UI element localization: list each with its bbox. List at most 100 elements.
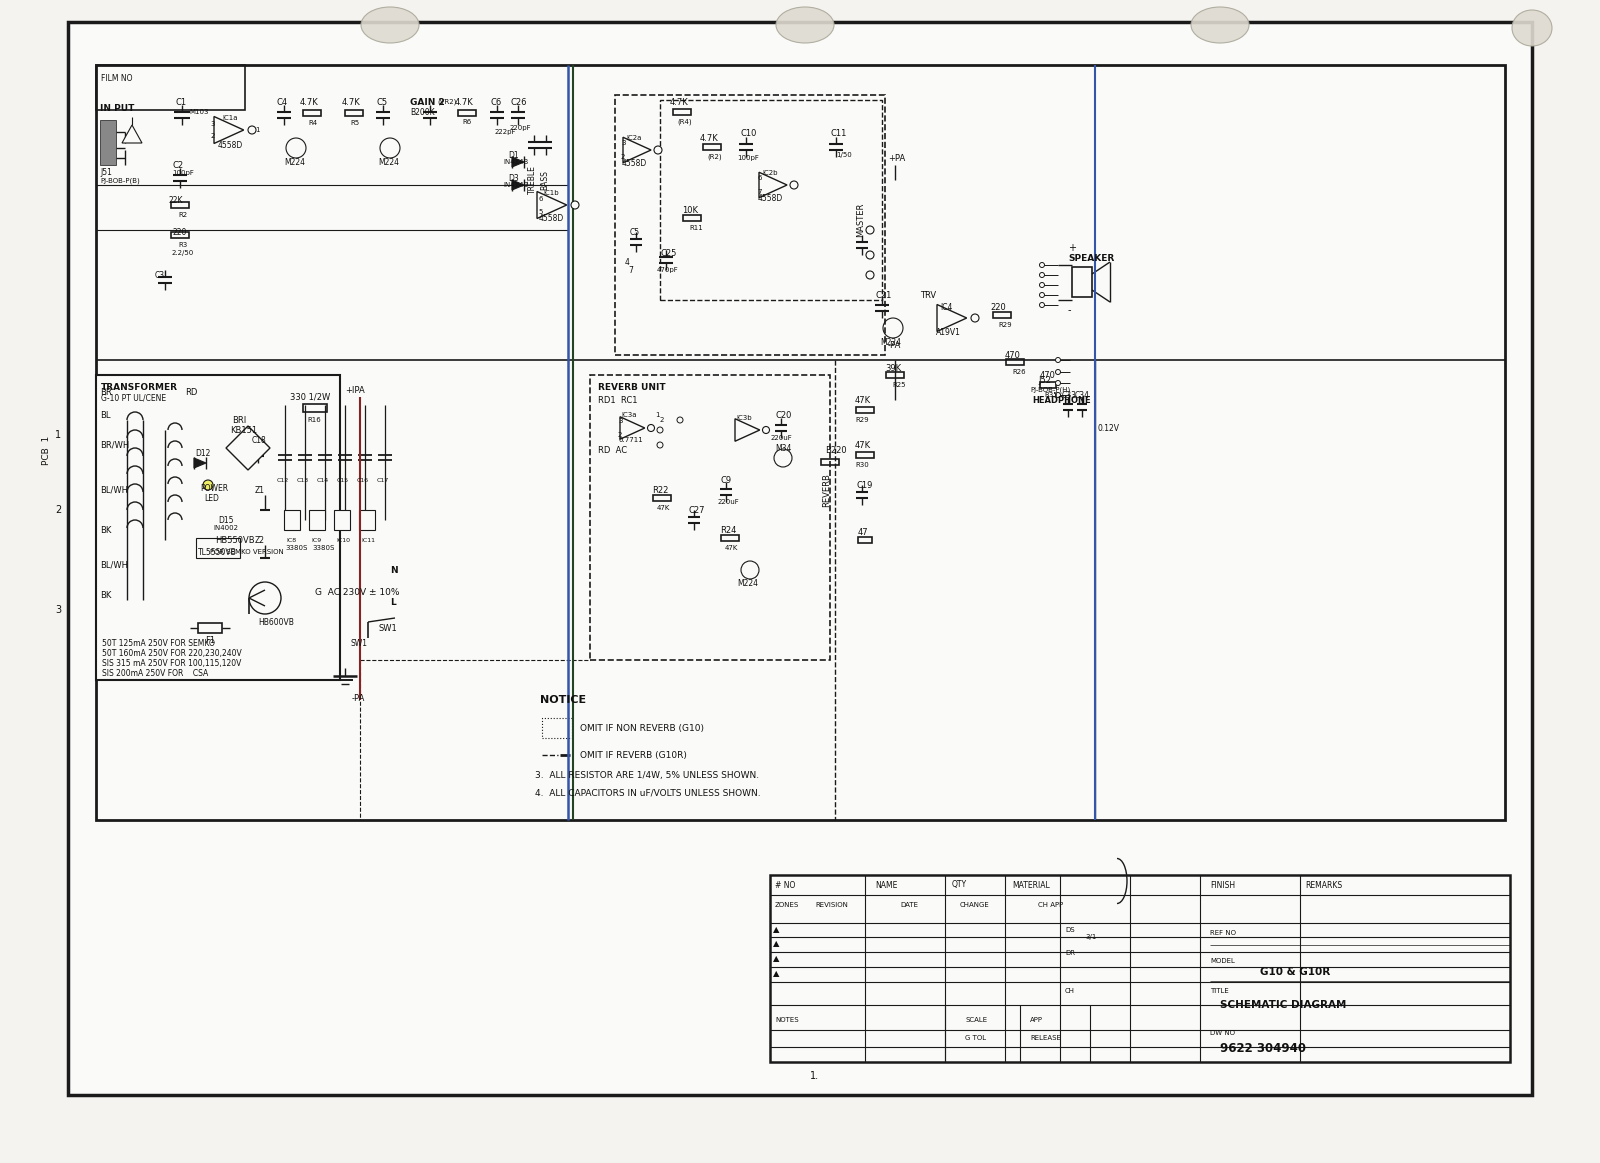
Bar [358,511,374,530]
Text: BL/WH: BL/WH [101,485,128,494]
Text: -PA: -PA [888,341,901,350]
Text: C19: C19 [856,480,872,490]
Text: M34: M34 [774,443,792,452]
Text: C27: C27 [688,506,704,514]
Text: DATE: DATE [901,902,918,908]
Circle shape [763,427,770,434]
Text: ▲: ▲ [773,970,779,978]
Bar [653,495,670,501]
Bar [171,202,189,208]
Text: C34: C34 [1075,391,1090,400]
Text: +: + [1069,243,1075,254]
Text: 7: 7 [757,190,762,195]
Polygon shape [734,419,760,441]
Text: 47K: 47K [658,505,670,511]
Text: (R4): (R4) [677,119,691,126]
Text: Z2: Z2 [254,535,266,544]
Text: C4: C4 [277,98,286,107]
Circle shape [1056,380,1061,385]
Text: C3: C3 [155,271,165,279]
Bar [542,718,573,739]
Bar [171,231,189,238]
Text: R25: R25 [893,381,906,388]
Text: R16: R16 [307,418,320,423]
Text: 1: 1 [254,127,259,133]
Text: 3380S: 3380S [312,545,334,551]
Text: C1: C1 [174,98,186,107]
Polygon shape [512,180,525,190]
Text: CHANGE: CHANGE [960,902,990,908]
Text: 470: 470 [1040,371,1056,379]
Text: R3: R3 [178,242,187,248]
Text: 47: 47 [858,528,869,536]
Text: C13: C13 [298,478,309,483]
Text: REF NO: REF NO [1210,930,1235,936]
Polygon shape [194,458,206,468]
Text: (R2): (R2) [707,154,722,160]
Text: CH: CH [1066,989,1075,994]
Text: IN414B: IN414B [502,181,528,188]
Text: C5: C5 [630,228,640,236]
Ellipse shape [362,7,419,43]
Text: 1/50: 1/50 [837,152,851,158]
Text: 0.7711: 0.7711 [618,437,643,443]
Text: IC1b: IC1b [542,190,558,197]
Text: 4558D: 4558D [622,158,648,167]
Text: R30: R30 [854,462,869,468]
Text: 222pF: 222pF [494,129,517,135]
Text: 470pF: 470pF [658,267,678,273]
Text: 100pF: 100pF [738,155,758,160]
Text: IC4: IC4 [941,302,952,312]
Text: 220pF: 220pF [510,124,531,131]
Text: 4558D: 4558D [758,193,784,202]
Text: TL5550VB: TL5550VB [198,548,237,557]
Text: 220: 220 [990,302,1006,312]
Text: 4.7K: 4.7K [454,98,474,107]
Text: C12: C12 [277,478,290,483]
Text: R2: R2 [178,212,187,217]
Text: POWER: POWER [200,484,229,492]
Text: 3: 3 [211,121,214,127]
Text: R22: R22 [653,485,669,494]
Bar [722,535,739,541]
Text: IC1a: IC1a [222,115,237,121]
Text: MATERIAL: MATERIAL [1013,880,1050,890]
Text: TRANSFORMER: TRANSFORMER [101,383,178,392]
Text: C21: C21 [875,291,891,300]
Text: SCHEMATIC DIAGRAM: SCHEMATIC DIAGRAM [1221,1000,1346,1009]
Text: 6: 6 [757,174,762,181]
Text: 470: 470 [1005,350,1021,359]
Text: 22K: 22K [168,195,182,205]
Bar [1040,381,1056,388]
Bar [1072,267,1091,297]
Text: IC3b: IC3b [736,415,752,421]
Circle shape [866,251,874,259]
Circle shape [1040,263,1045,267]
Text: G10 & G10R: G10 & G10R [1261,966,1330,977]
Text: HEADPHONE: HEADPHONE [1032,395,1091,405]
Text: IC3a: IC3a [621,412,637,418]
Text: BASS: BASS [541,170,549,190]
Text: # NO: # NO [774,880,795,890]
Text: R5: R5 [350,120,358,126]
Text: 220uF: 220uF [718,499,739,505]
Bar [334,511,350,530]
Text: J52: J52 [1038,376,1051,385]
Text: C33: C33 [1062,391,1077,400]
Bar [590,374,830,659]
Text: 1.: 1. [810,1071,819,1080]
Text: C20: C20 [774,411,792,420]
Bar [821,459,838,465]
Circle shape [1040,272,1045,278]
Text: IC2b: IC2b [762,170,778,176]
Text: ▲: ▲ [773,940,779,949]
Text: 4.7K: 4.7K [342,98,360,107]
Bar [683,215,701,221]
Polygon shape [214,116,243,143]
Polygon shape [226,426,270,470]
Ellipse shape [1512,10,1552,47]
Text: D15: D15 [218,515,234,525]
Text: RELEASE: RELEASE [1030,1035,1061,1041]
Text: 3: 3 [621,140,626,147]
Bar [198,623,222,633]
